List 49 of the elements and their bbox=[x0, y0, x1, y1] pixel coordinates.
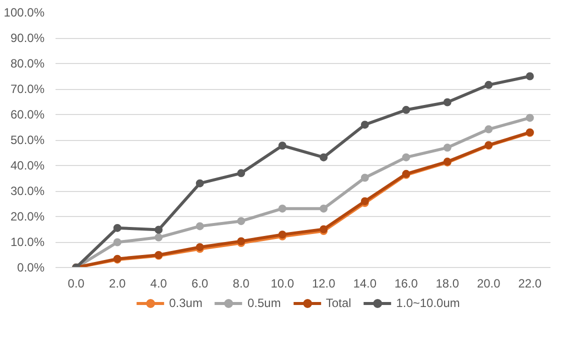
y-tick-label: 50.0% bbox=[10, 133, 45, 147]
point bbox=[402, 153, 410, 162]
y-tick-label: 30.0% bbox=[10, 184, 45, 198]
y-tick-label: 70.0% bbox=[10, 82, 45, 96]
x-tick-label: 14.0 bbox=[353, 276, 377, 290]
point bbox=[320, 204, 328, 213]
point bbox=[402, 106, 410, 114]
point bbox=[154, 233, 163, 242]
legend-label: Total bbox=[326, 296, 352, 310]
point bbox=[113, 224, 122, 232]
point bbox=[360, 120, 369, 129]
x-tick-label: 10.0 bbox=[270, 276, 294, 290]
legend-label: 0.3um bbox=[169, 296, 202, 310]
y-tick-label: 20.0% bbox=[10, 210, 45, 224]
point bbox=[278, 204, 286, 213]
x-tick-label: 22.0 bbox=[518, 276, 542, 290]
x-tick-label: 12.0 bbox=[312, 276, 336, 290]
point bbox=[237, 217, 246, 226]
x-tick-label: 2.0 bbox=[109, 276, 126, 290]
x-tick-label: 20.0 bbox=[476, 276, 501, 290]
point bbox=[113, 238, 122, 246]
y-tick-label: 100.0% bbox=[4, 6, 45, 20]
y-tick-label: 80.0% bbox=[10, 56, 45, 70]
legend-label: 0.5um bbox=[247, 296, 281, 310]
x-tick-label: 0.0 bbox=[68, 276, 85, 290]
point bbox=[237, 169, 246, 178]
point bbox=[484, 125, 493, 134]
y-tick-label: 40.0% bbox=[10, 158, 45, 172]
x-tick-label: 16.0 bbox=[394, 276, 418, 290]
y-tick-label: 90.0% bbox=[10, 31, 45, 45]
point bbox=[526, 72, 534, 80]
point bbox=[526, 114, 534, 122]
legend-label: 1.0~10.0um bbox=[396, 296, 460, 310]
x-tick-label: 4.0 bbox=[150, 276, 168, 290]
x-tick-label: 8.0 bbox=[232, 276, 250, 290]
point bbox=[443, 144, 452, 152]
y-tick-label: 10.0% bbox=[10, 235, 45, 249]
point bbox=[443, 98, 452, 106]
point bbox=[484, 80, 493, 89]
point bbox=[154, 226, 163, 234]
y-tick-label: 0.0% bbox=[17, 260, 45, 274]
point bbox=[196, 222, 204, 230]
point bbox=[196, 179, 204, 188]
x-tick-label: 6.0 bbox=[192, 276, 209, 290]
y-tick-label: 60.0% bbox=[10, 108, 45, 122]
point bbox=[320, 153, 328, 162]
point bbox=[278, 142, 286, 150]
point bbox=[360, 174, 369, 182]
x-tick-label: 18.0 bbox=[436, 276, 460, 290]
